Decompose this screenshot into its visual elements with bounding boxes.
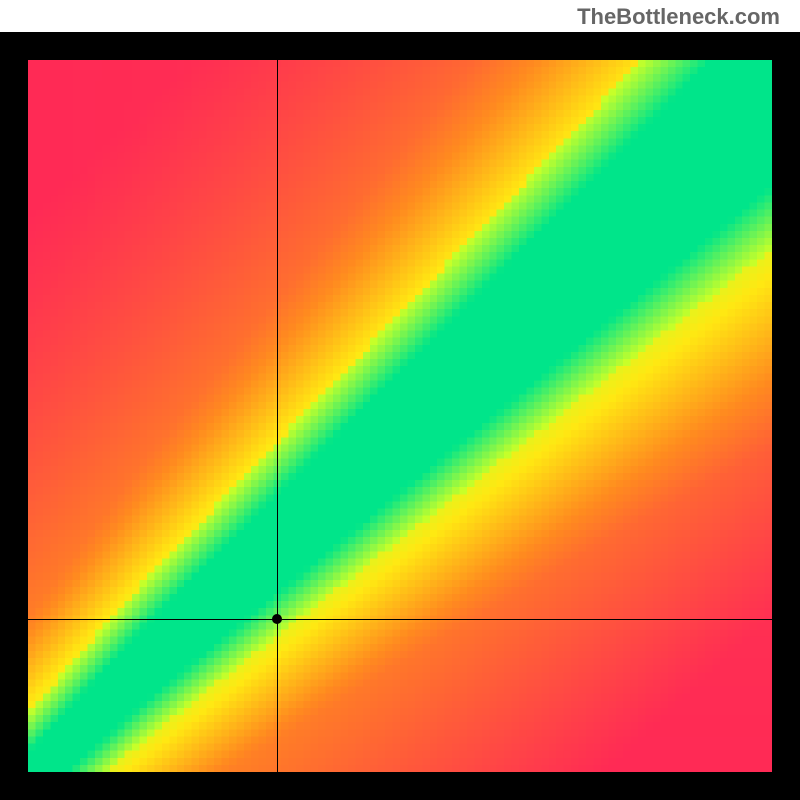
chart-container: TheBottleneck.com xyxy=(0,0,800,800)
crosshair-horizontal xyxy=(28,619,772,620)
plot-area xyxy=(28,60,772,772)
heatmap-canvas xyxy=(28,60,772,772)
crosshair-vertical xyxy=(277,60,278,772)
crosshair-marker xyxy=(272,614,282,624)
watermark-text: TheBottleneck.com xyxy=(577,4,780,30)
